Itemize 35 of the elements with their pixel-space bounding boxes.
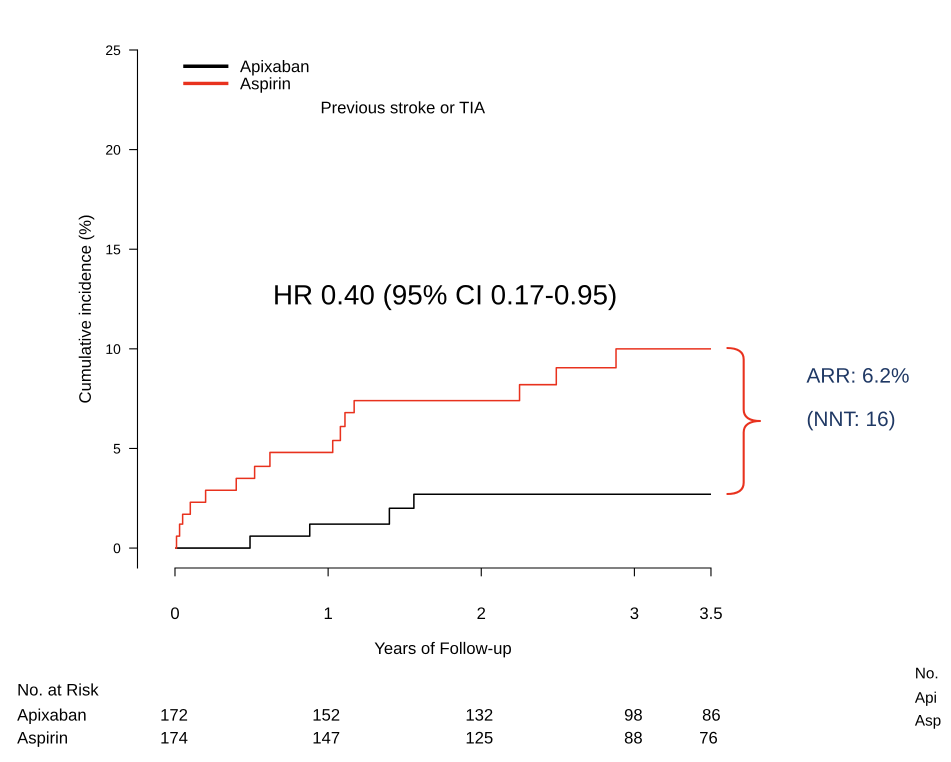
text: Aspirin xyxy=(17,731,67,747)
text: No. at Risk xyxy=(18,683,99,696)
x-tick-label: 3 xyxy=(630,607,638,620)
legend-label: Apixaban xyxy=(240,60,308,76)
text: 88 xyxy=(624,732,642,744)
x-tick-label: 2 xyxy=(477,607,486,619)
x-axis-title: Years of Follow-up xyxy=(374,642,511,658)
text: No. xyxy=(916,668,938,678)
text: Apixaban xyxy=(17,708,86,724)
text: 174 xyxy=(161,732,188,744)
text: 147 xyxy=(314,732,340,744)
legend-label: Aspirin xyxy=(240,77,290,93)
y-tick-label: 10 xyxy=(106,344,120,354)
text: Asp xyxy=(914,715,941,729)
x-tick-label: 1 xyxy=(324,607,332,619)
y-tick-label: 20 xyxy=(106,144,120,155)
y-tick-label: 5 xyxy=(114,444,120,454)
text: 76 xyxy=(700,732,718,744)
y-tick-label: 0 xyxy=(114,543,120,554)
x-tick-label: 0 xyxy=(171,607,179,620)
text: 152 xyxy=(314,708,340,721)
y-axis-title: Cumulative incidence (%) xyxy=(78,216,94,403)
x-tick-label: 3.5 xyxy=(700,607,722,620)
y-tick-label: 25 xyxy=(106,45,120,56)
text: 172 xyxy=(161,708,188,721)
text: 132 xyxy=(466,708,492,721)
text: 98 xyxy=(624,708,642,721)
text: Api xyxy=(914,692,936,706)
text: 86 xyxy=(702,708,720,721)
annotation: Previous stroke or TIA xyxy=(322,101,486,114)
text: ARR: 6.2% xyxy=(806,368,909,383)
annotation: HR 0.40 (95% CI 0.17-0.95) xyxy=(275,284,616,310)
text: 125 xyxy=(466,732,493,744)
y-tick-label: 15 xyxy=(106,244,120,254)
text: (NNT: 16) xyxy=(808,410,894,430)
